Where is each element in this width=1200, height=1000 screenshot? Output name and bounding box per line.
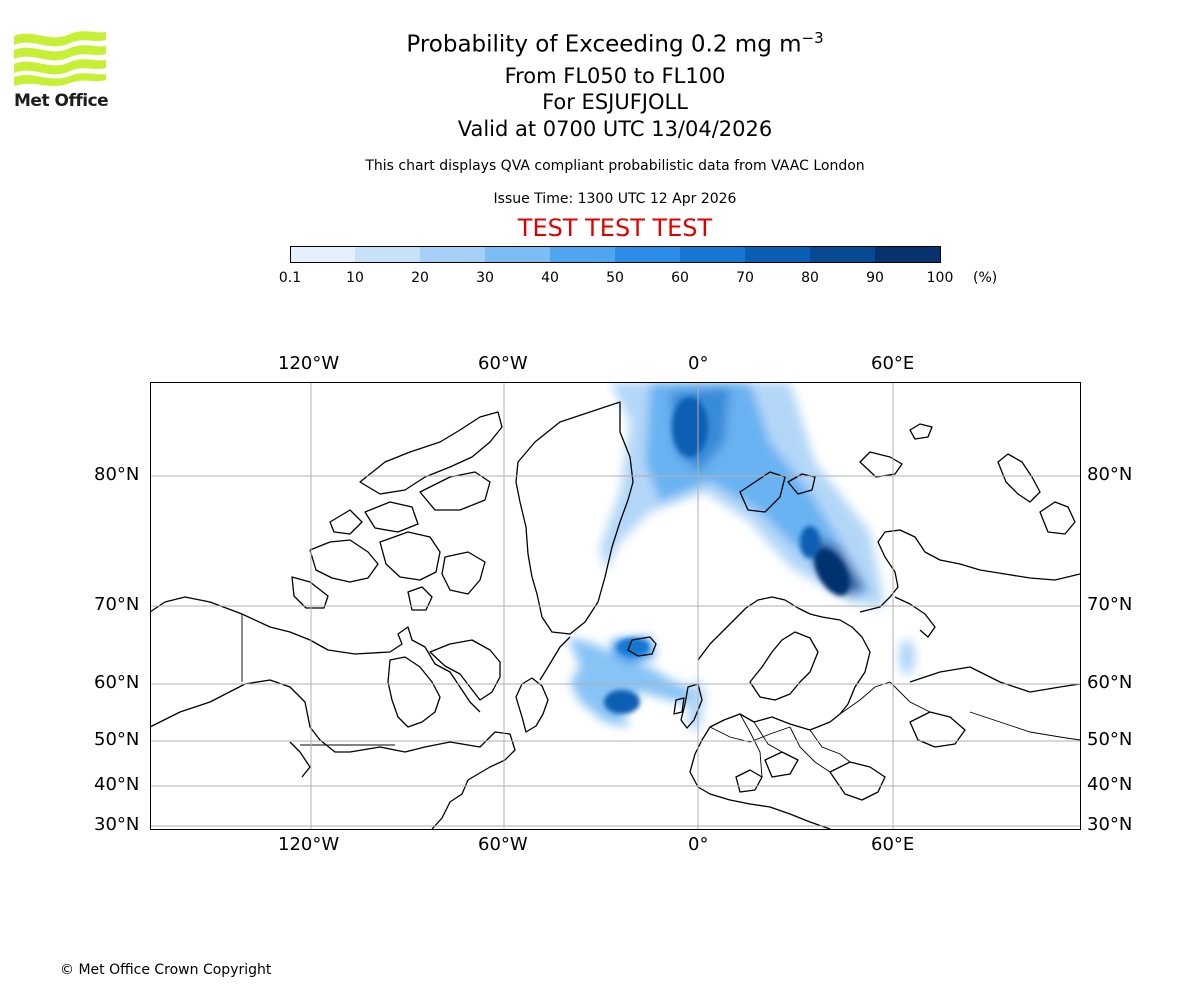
map-panel [150,382,1081,830]
colorbar-swatch [420,246,486,263]
copyright-notice: © Met Office Crown Copyright [60,962,272,978]
lat-label-right-60n: 60°N [1087,672,1133,693]
lon-label-bottom-0: 0° [688,834,709,855]
colorbar-swatch [615,246,681,263]
lon-label-top-60w: 60°W [478,353,528,374]
chart-subtitle: This chart displays QVA compliant probab… [365,158,865,174]
colorbar-tick-label: 80 [801,270,819,286]
logo-text: Met Office [14,91,109,111]
colorbar-tick-label: 30 [476,270,494,286]
lat-label-left-50n: 50°N [94,729,140,750]
colorbar-tick-label: 20 [411,270,429,286]
map-frame [150,382,1081,830]
issue-time: Issue Time: 1300 UTC 12 Apr 2026 [493,191,737,207]
lat-label-right-50n: 50°N [1087,729,1133,750]
volcano-name: For ESJUFJOLL [542,90,688,114]
colorbar-swatch [810,246,876,263]
colorbar-tick-label: 70 [736,270,754,286]
colorbar-tick-label: 60 [671,270,689,286]
lon-label-top-60e: 60°E [871,353,915,374]
coastlines [150,401,1080,829]
chart-title-prefix: Probability of Exceeding 0.2 mg m [406,31,802,58]
valid-time: Valid at 0700 UTC 13/04/2026 [457,117,773,141]
colorbar-swatch [745,246,811,263]
colorbar-swatch [680,246,746,263]
lat-label-left-30n: 30°N [94,814,140,835]
lat-label-right-30n: 30°N [1087,814,1133,835]
colorbar-tick-label: 100 [926,270,954,286]
chart-title: Probability of Exceeding 0.2 mg m−3 [0,29,1200,58]
lat-label-left-70n: 70°N [94,594,140,615]
colorbar-swatch [485,246,551,263]
lat-label-right-80n: 80°N [1087,464,1133,485]
colorbar-tick-label: 50 [606,270,624,286]
colorbar-unit: (%) [973,270,998,286]
met-office-logo-waves-icon [14,31,106,86]
flight-level-range: From FL050 to FL100 [504,64,726,88]
lat-label-right-70n: 70°N [1087,594,1133,615]
lat-label-right-40n: 40°N [1087,774,1133,795]
lon-label-top-120w: 120°W [278,353,340,374]
lon-label-bottom-60e: 60°E [871,834,915,855]
lat-label-left-60n: 60°N [94,672,140,693]
lon-label-bottom-60w: 60°W [478,834,528,855]
ash-probability-plume [568,382,915,732]
chart-title-exponent: −3 [801,29,824,47]
colorbar-swatch [355,246,421,263]
lon-label-top-0: 0° [688,353,709,374]
graticule [150,382,1080,829]
test-banner: TEST TEST TEST [517,214,713,242]
colorbar-swatch [550,246,616,263]
colorbar-tick-label: 40 [541,270,559,286]
colorbar [290,246,941,263]
lat-label-left-40n: 40°N [94,774,140,795]
colorbar-swatch [290,246,356,263]
lon-label-bottom-120w: 120°W [278,834,340,855]
colorbar-swatch [875,246,941,263]
colorbar-tick-label: 90 [866,270,884,286]
lat-label-left-80n: 80°N [94,464,140,485]
colorbar-tick-label: 10 [346,270,364,286]
colorbar-tick-label: 0.1 [278,270,302,286]
